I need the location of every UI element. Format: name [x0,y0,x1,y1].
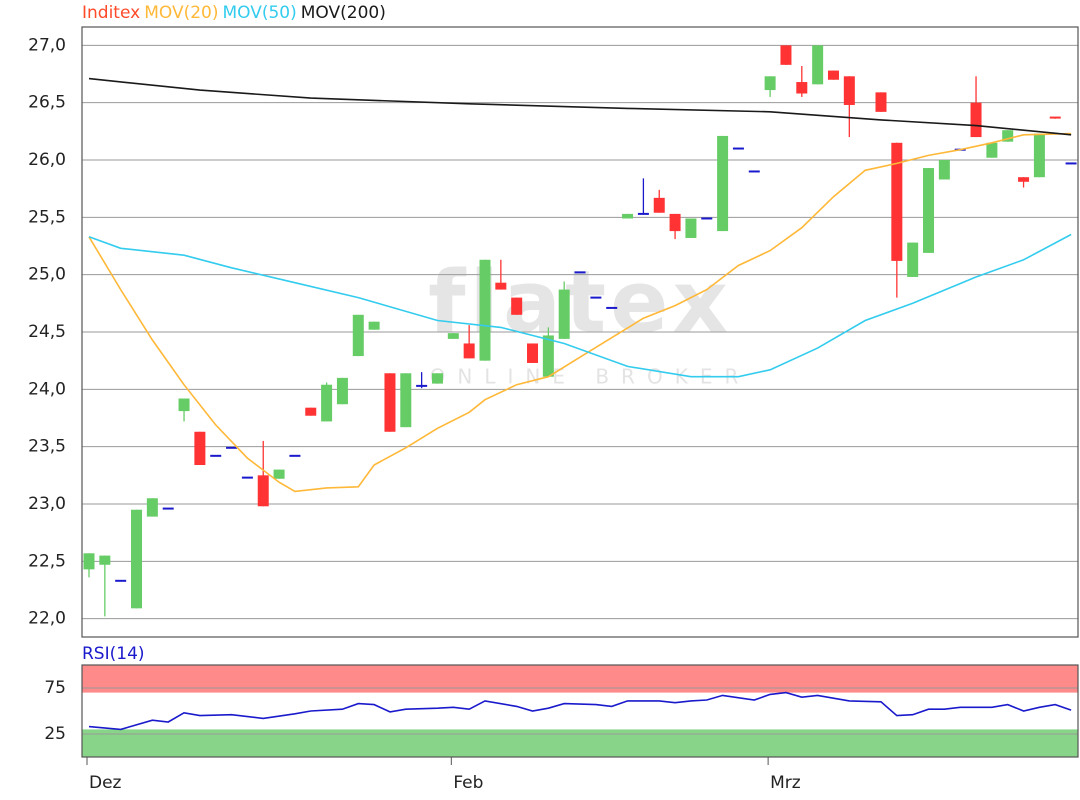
candle-body [1002,130,1014,142]
candle-body [574,271,586,274]
candle-body [701,217,713,220]
x-tick-label: Mrz [770,773,801,793]
line-series [88,233,1072,378]
plot-content [83,45,1077,617]
candle-body [1065,162,1077,165]
candle-body [431,373,443,384]
candle-body [368,321,380,330]
y-tick-label: 25,5 [28,207,66,227]
legend-label: Inditex [82,3,140,23]
candle-body [875,92,887,112]
candle-body [1049,116,1061,119]
y-tick-label: 23,0 [28,494,66,514]
y-tick-label: 24,0 [28,379,66,399]
candle-body [669,213,681,232]
y-tick-label: 22,0 [28,609,66,629]
candle-body [384,373,396,432]
candle-body [622,213,634,219]
candle-body [986,142,998,158]
candle-body [764,76,776,91]
candle-body [447,333,459,339]
candle-body [115,579,127,582]
candle-body [83,553,95,570]
candle-body [748,170,760,173]
candle-body [637,212,649,215]
candle-body [891,142,903,261]
candle-body [606,306,618,309]
candle-body [796,82,808,94]
candle-body [400,373,412,428]
candle-body [305,407,317,416]
candle-body [257,475,269,507]
plot-content [88,691,1072,731]
y-tick-label: 23,5 [28,437,66,457]
candle-body [495,282,507,290]
y-tick-label: 25 [44,724,66,744]
y-tick-label: 26,0 [28,150,66,170]
candle-body [938,160,950,180]
candle-body [590,296,602,299]
candle-body [241,476,253,479]
y-tick-label: 27,0 [28,35,66,55]
candle-body [131,509,143,609]
legend-label: RSI(14) [82,644,145,664]
y-tick-label: 25,0 [28,265,66,285]
candle-body [178,398,190,412]
y-tick-label: 75 [44,678,66,698]
candle-body [479,259,491,361]
y-tick-label: 26,5 [28,93,66,113]
plot-border [81,26,1079,638]
candle-body [907,242,919,277]
line-series [88,77,1072,136]
line-series [88,132,1072,493]
candle-body [226,446,238,449]
candle-body [827,70,839,80]
candle-body [1033,133,1045,178]
candle-body [558,289,570,339]
x-tick-label: Dez [89,773,122,793]
legend-label: MOV(20) [144,3,218,23]
candle-body [812,45,824,85]
watermark: flatex [428,252,732,352]
candle-body [210,454,222,457]
candle-body [1018,177,1030,182]
plot-border [81,664,1079,758]
candle-body [685,218,697,238]
candle-body [527,343,539,363]
candle-body [336,377,348,405]
candle-body [194,431,206,466]
candle-body [99,555,111,565]
candle-body [146,498,158,517]
candle-body [273,469,285,479]
candle-body [321,384,333,422]
candle-body [352,314,364,357]
candle-body [653,197,665,213]
candle-body [923,168,935,253]
legend-label: MOV(200) [301,3,386,23]
candle-body [732,147,744,150]
candle-body [511,297,523,315]
y-tick-label: 22,5 [28,551,66,571]
candle-body [542,335,554,377]
candle-body [416,384,428,387]
line-series [88,691,1072,731]
legend-label: MOV(50) [222,3,296,23]
candle-body [970,102,982,138]
candle-body [843,76,855,105]
candle-body [289,454,301,457]
y-tick-label: 24,5 [28,322,66,342]
x-tick-label: Feb [453,773,483,793]
candle-body [780,45,792,65]
candle-body [463,343,475,359]
candle-body [162,507,174,510]
candle-body [717,135,729,232]
